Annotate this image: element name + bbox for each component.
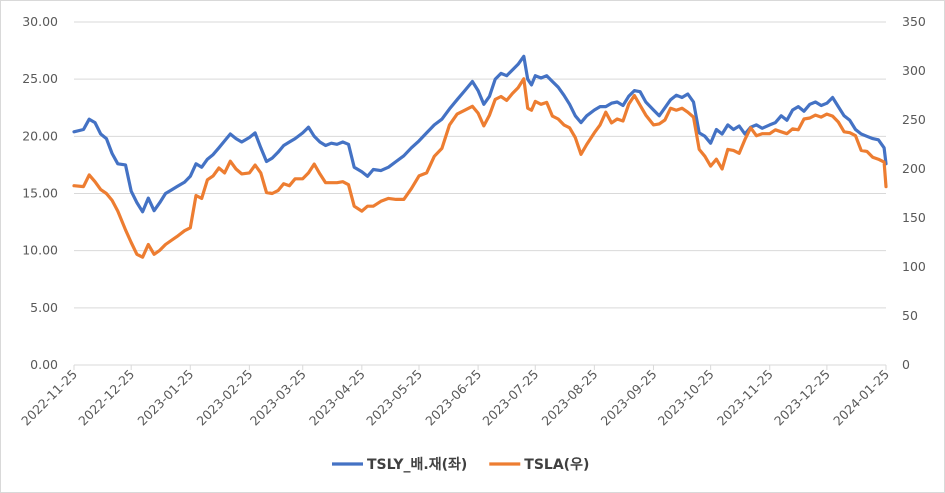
series-line-1 xyxy=(72,54,888,214)
left-axis-ticks: 0.00 5.00 10.00 15.00 20.00 25.00 30.00 xyxy=(22,14,58,372)
x-tick-label: 2023-03-25 xyxy=(247,367,309,429)
right-tick-label: 200 xyxy=(902,161,926,176)
right-tick-label: 300 xyxy=(902,63,926,78)
x-tick-label: 2023-02-25 xyxy=(194,367,256,429)
left-tick-label: 25.00 xyxy=(22,71,58,86)
x-tick-label: 2023-05-25 xyxy=(363,367,425,429)
x-tick-label: 2023-01-25 xyxy=(134,367,196,429)
legend-label-1: TSLY_배.재(좌) xyxy=(367,457,467,473)
right-tick-label: 150 xyxy=(902,210,926,225)
x-tick-label: 2023-04-25 xyxy=(306,367,368,429)
right-axis-ticks: 0 50 100 150 200 250 300 350 xyxy=(902,14,926,372)
right-tick-label: 100 xyxy=(902,259,926,274)
left-tick-label: 5.00 xyxy=(30,300,58,315)
left-tick-label: 30.00 xyxy=(22,14,58,29)
x-tick-label: 2023-06-25 xyxy=(422,367,484,429)
x-tick-label: 2023-10-25 xyxy=(655,367,717,429)
x-tick-label: 2022-11-25 xyxy=(18,367,80,429)
gridlines xyxy=(74,21,886,366)
right-tick-label: 250 xyxy=(902,112,926,127)
left-tick-label: 15.00 xyxy=(22,186,58,201)
x-tick-label: 2023-08-25 xyxy=(539,367,601,429)
x-tick-label: 2023-07-25 xyxy=(479,367,541,429)
x-tick-label: 2022-12-25 xyxy=(75,367,137,429)
x-tick-label: 2023-11-25 xyxy=(714,367,776,429)
right-tick-label: 50 xyxy=(902,308,918,323)
legend: TSLY_배.재(좌) TSLA(우) xyxy=(332,457,589,473)
series-lines xyxy=(72,54,888,259)
left-tick-label: 0.00 xyxy=(30,357,58,372)
right-tick-label: 0 xyxy=(902,357,910,372)
x-axis-ticks: 2022-11-252022-12-252023-01-252023-02-25… xyxy=(18,365,892,428)
x-tick-label: 2024-01-25 xyxy=(830,367,892,429)
legend-label-2: TSLA(우) xyxy=(524,457,589,473)
series-line-2 xyxy=(72,77,888,259)
x-tick-label: 2023-12-25 xyxy=(771,367,833,429)
left-tick-label: 10.00 xyxy=(22,243,58,258)
right-tick-label: 350 xyxy=(902,14,926,29)
x-tick-label: 2023-09-25 xyxy=(598,367,660,429)
left-tick-label: 20.00 xyxy=(22,128,58,143)
